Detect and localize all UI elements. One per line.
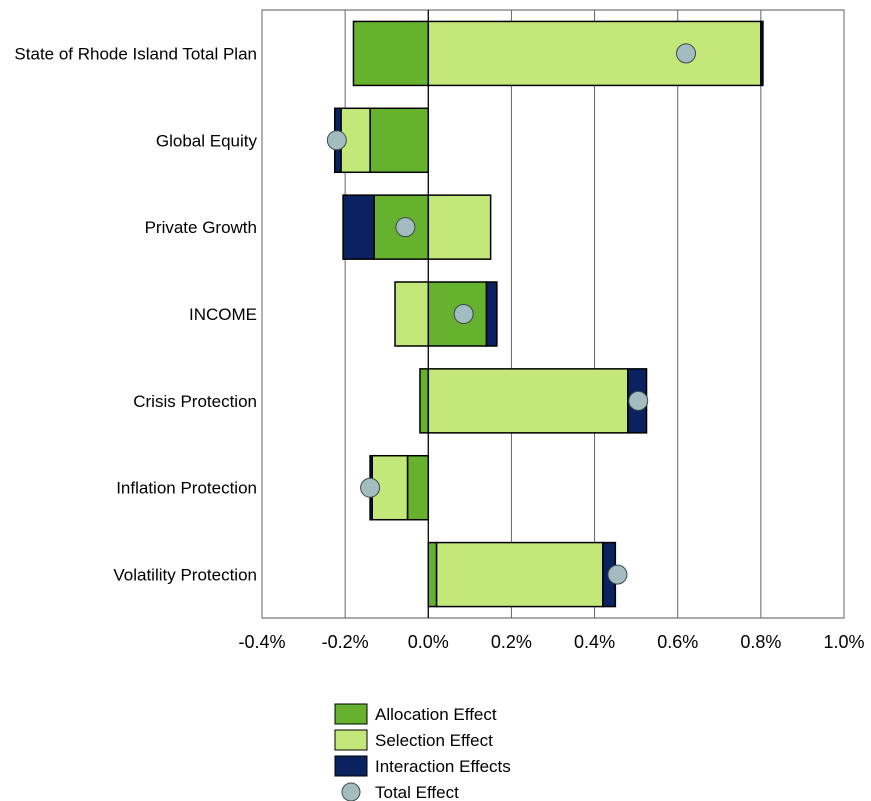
category-label-0: State of Rhode Island Total Plan bbox=[14, 44, 257, 63]
total-effect-point-4 bbox=[628, 390, 649, 411]
x-tick-label-7: 1.0% bbox=[823, 632, 864, 652]
stacked-bars bbox=[334, 20, 764, 608]
x-tick-label-0: -0.4% bbox=[238, 632, 285, 652]
total-effect-point-0 bbox=[676, 43, 697, 64]
category-label-5: Inflation Protection bbox=[116, 479, 257, 498]
legend-swatch-0 bbox=[334, 703, 368, 725]
x-tick-label-4: 0.4% bbox=[574, 632, 615, 652]
category-labels: State of Rhode Island Total Plan Global E… bbox=[14, 44, 257, 584]
total-effect-point-3 bbox=[453, 304, 474, 324]
category-label-1: Global Equity bbox=[156, 131, 258, 150]
x-tick-label-1: -0.2% bbox=[322, 632, 369, 652]
category-label-4: Crisis Protection bbox=[133, 392, 257, 411]
bar-allocation-1 bbox=[369, 107, 430, 174]
legend-marker-total bbox=[341, 782, 361, 801]
legend: Allocation Effect Selection Effect Interac… bbox=[334, 703, 511, 801]
legend-label-1: Selection Effect bbox=[375, 731, 493, 750]
x-tick-label-5: 0.6% bbox=[657, 632, 698, 652]
total-effect-point-2 bbox=[395, 217, 416, 238]
legend-label-0: Allocation Effect bbox=[375, 705, 497, 724]
legend-swatch-1 bbox=[334, 729, 368, 751]
legend-swatch-2 bbox=[334, 755, 368, 777]
category-label-3: INCOME bbox=[189, 305, 257, 324]
bar-allocation-0 bbox=[352, 20, 430, 87]
bar-allocation-6 bbox=[427, 541, 438, 608]
grid-lines bbox=[261, 9, 845, 619]
total-effect-point-5 bbox=[360, 477, 381, 498]
total-effect-point-6 bbox=[607, 564, 628, 585]
bar-selection-0 bbox=[427, 20, 762, 87]
bar-interaction-2 bbox=[342, 194, 375, 260]
category-label-6: Volatility Protection bbox=[113, 566, 257, 585]
bar-allocation-4 bbox=[419, 368, 430, 434]
bar-selection-4 bbox=[427, 368, 629, 434]
bar-selection-3 bbox=[394, 281, 430, 347]
x-axis: -0.4% -0.2% 0.0% 0.2% 0.4% 0.6% 0.8% 1.0% bbox=[238, 632, 864, 652]
bar-selection-6 bbox=[435, 541, 604, 608]
bar-allocation-5 bbox=[406, 454, 430, 521]
bar-selection-2 bbox=[427, 194, 492, 260]
category-label-2: Private Growth bbox=[145, 218, 257, 237]
total-effect-point-1 bbox=[326, 130, 347, 151]
plot-frame bbox=[261, 9, 845, 619]
bar-interaction-3 bbox=[485, 281, 498, 347]
legend-label-2: Interaction Effects bbox=[375, 757, 511, 776]
total-effect-markers bbox=[326, 43, 697, 585]
x-tick-label-3: 0.2% bbox=[491, 632, 532, 652]
legend-label-total: Total Effect bbox=[375, 783, 459, 801]
x-tick-label-2: 0.0% bbox=[408, 632, 449, 652]
x-tick-label-6: 0.8% bbox=[740, 632, 781, 652]
bar-interaction-0 bbox=[760, 20, 764, 87]
